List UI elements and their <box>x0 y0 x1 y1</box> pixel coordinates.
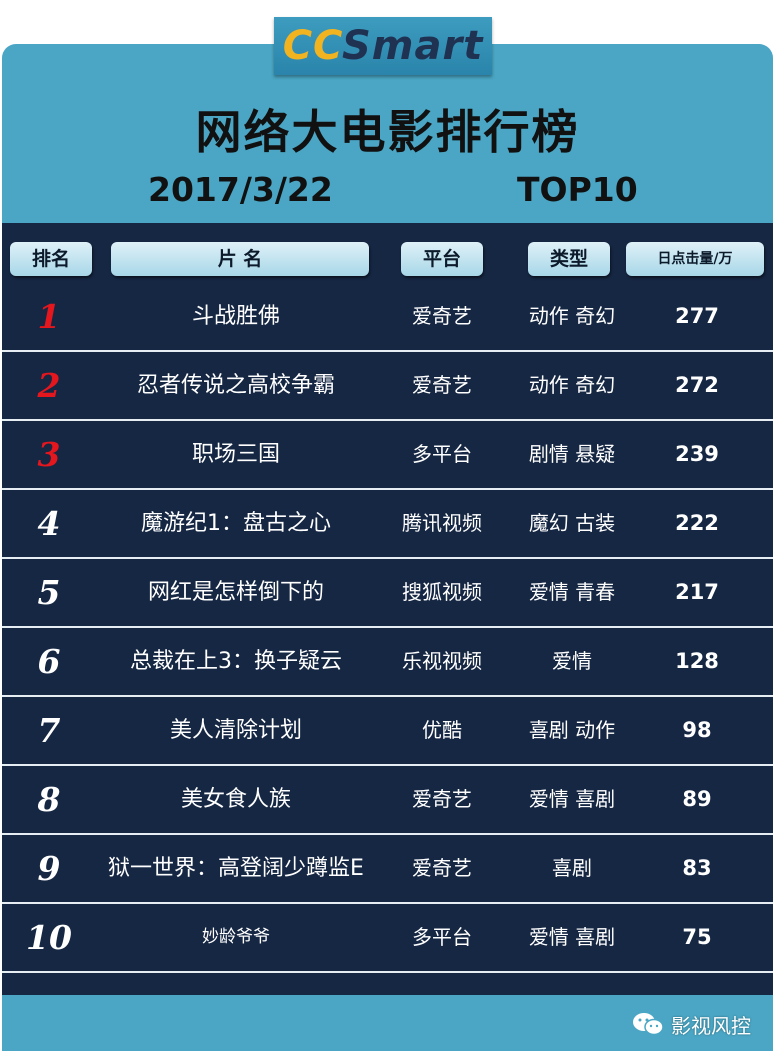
platform-cell: 爱奇艺 <box>412 373 472 397</box>
header-name: 片 名 <box>111 242 369 276</box>
ranking-date: 2017/3/22 <box>148 170 333 209</box>
genre-cell: 喜剧 动作 <box>528 718 616 742</box>
table-row: 1 斗战胜佛 爱奇艺 动作 奇幻 277 <box>2 283 773 352</box>
brand-logo-text: CCSmart <box>274 17 492 75</box>
film-name-cell: 职场三国 <box>191 442 280 467</box>
platform-cell: 优酷 <box>422 718 462 742</box>
table-row: 7 美人清除计划 优酷 喜剧 动作 98 <box>2 697 773 766</box>
film-name-cell: 美女食人族 <box>180 787 291 812</box>
table-row: 5 网红是怎样倒下的 搜狐视频 爱情 青春 217 <box>2 559 773 628</box>
platform-cell: 乐视视频 <box>402 649 482 673</box>
film-name-cell: 忍者传说之高校争霸 <box>136 373 335 398</box>
platform-cell: 多平台 <box>412 925 472 949</box>
platform-cell: 爱奇艺 <box>412 304 472 328</box>
genre-cell: 剧情 悬疑 <box>528 442 616 466</box>
film-name-cell: 斗战胜佛 <box>191 304 280 329</box>
rank-cell: 10 <box>26 918 72 957</box>
rank-cell: 2 <box>37 366 61 405</box>
clicks-cell: 239 <box>675 442 719 466</box>
genre-cell: 爱情 <box>552 649 592 673</box>
rank-cell: 8 <box>37 780 61 819</box>
film-name-cell: 网红是怎样倒下的 <box>147 580 324 605</box>
table-row: 2 忍者传说之高校争霸 爱奇艺 动作 奇幻 272 <box>2 352 773 421</box>
platform-cell: 腾讯视频 <box>402 511 482 535</box>
header-rank: 排名 <box>10 242 92 276</box>
watermark: 影视风控 <box>631 1009 751 1039</box>
clicks-cell: 277 <box>675 304 719 328</box>
genre-cell: 动作 奇幻 <box>528 304 616 328</box>
genre-cell: 喜剧 <box>552 856 592 880</box>
table-row: 8 美女食人族 爱奇艺 爱情 喜剧 89 <box>2 766 773 835</box>
clicks-cell: 272 <box>675 373 719 397</box>
film-name-cell: 美人清除计划 <box>169 718 302 743</box>
genre-cell: 动作 奇幻 <box>528 373 616 397</box>
top-label: TOP10 <box>517 170 638 209</box>
film-name-cell: 狱一世界：高登阔少蹲监E <box>108 856 364 881</box>
rank-cell: 6 <box>37 642 61 681</box>
film-name-cell: 总裁在上3：换子疑云 <box>130 649 342 674</box>
watermark-text: 影视风控 <box>671 1013 751 1038</box>
genre-cell: 爱情 喜剧 <box>528 787 616 811</box>
table-row: 6 总裁在上3：换子疑云 乐视视频 爱情 128 <box>2 628 773 697</box>
film-name-cell: 魔游纪1：盘古之心 <box>141 511 331 536</box>
logo-cc: CC <box>282 23 342 69</box>
platform-cell: 爱奇艺 <box>412 787 472 811</box>
table-row: 3 职场三国 多平台 剧情 悬疑 239 <box>2 421 773 490</box>
genre-cell: 爱情 喜剧 <box>528 925 616 949</box>
genre-cell: 魔幻 古装 <box>528 511 616 535</box>
header-platform: 平台 <box>401 242 483 276</box>
header-clicks: 日点击量/万 <box>626 242 764 276</box>
footer-bar: 影视风控 <box>2 997 773 1051</box>
header-genre: 类型 <box>528 242 610 276</box>
rank-cell: 4 <box>37 504 61 543</box>
rank-cell: 5 <box>37 573 61 612</box>
rank-cell: 3 <box>37 435 61 474</box>
clicks-cell: 89 <box>682 787 712 811</box>
table-row: 4 魔游纪1：盘古之心 腾讯视频 魔幻 古装 222 <box>2 490 773 559</box>
wechat-icon <box>633 1013 664 1036</box>
table-row: 10 妙龄爷爷 多平台 爱情 喜剧 75 <box>2 904 773 973</box>
platform-cell: 爱奇艺 <box>412 856 472 880</box>
rank-cell: 9 <box>37 849 61 888</box>
page-title: 网络大电影排行榜 <box>195 105 580 159</box>
brand-logo: CCSmart <box>274 17 492 75</box>
clicks-cell: 222 <box>675 511 719 535</box>
platform-cell: 搜狐视频 <box>402 580 482 604</box>
clicks-cell: 128 <box>675 649 719 673</box>
clicks-cell: 217 <box>675 580 719 604</box>
clicks-cell: 98 <box>682 718 712 742</box>
clicks-cell: 83 <box>682 856 712 880</box>
table-row: 9 狱一世界：高登阔少蹲监E 爱奇艺 喜剧 83 <box>2 835 773 904</box>
rank-cell: 7 <box>37 711 61 750</box>
genre-cell: 爱情 青春 <box>528 580 616 604</box>
logo-smart: Smart <box>341 23 484 69</box>
platform-cell: 多平台 <box>412 442 472 466</box>
rank-cell: 1 <box>37 297 61 336</box>
film-name-cell: 妙龄爷爷 <box>202 927 270 947</box>
clicks-cell: 75 <box>682 925 712 949</box>
